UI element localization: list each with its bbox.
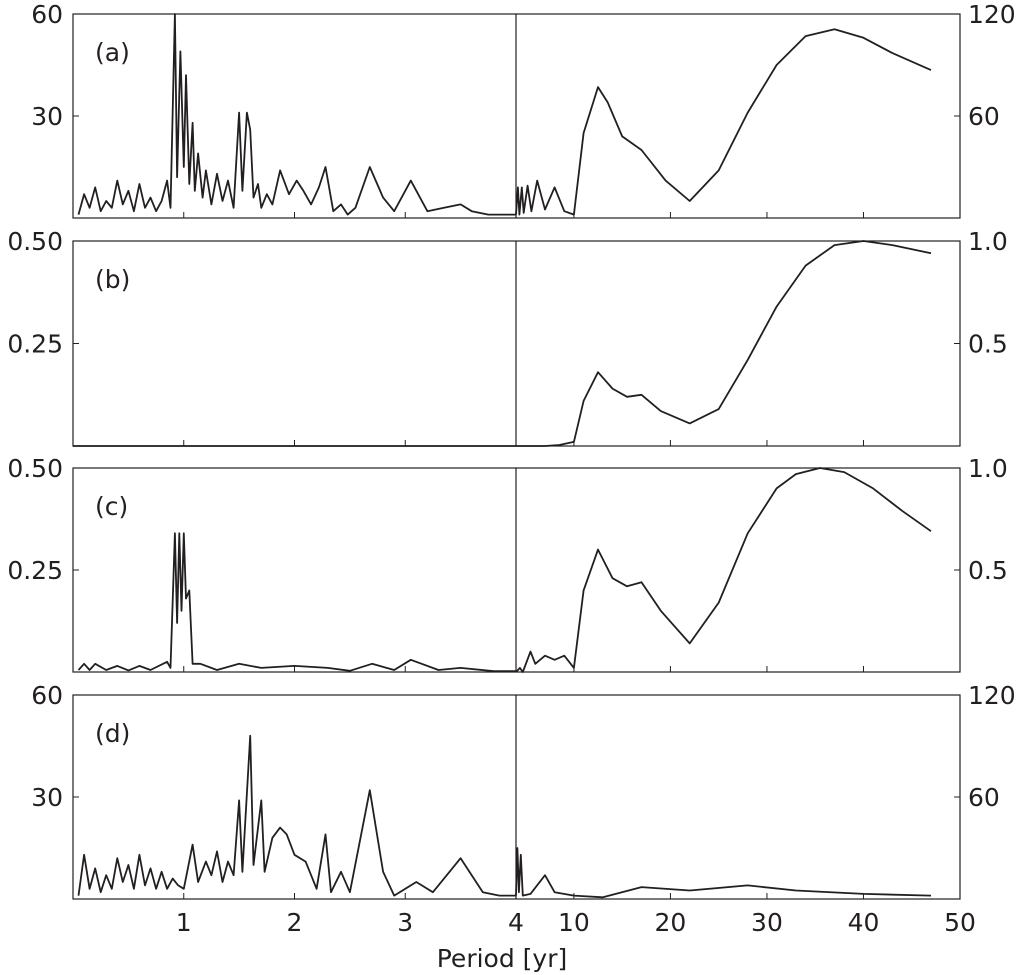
x-tick-label: 50 (944, 908, 976, 937)
panel-a: 30 60 60 120 (a) (31, 0, 1016, 219)
panel-label: (c) (95, 492, 128, 521)
panel-label: (d) (95, 719, 130, 748)
panel-label: (b) (95, 265, 130, 294)
series-line-long-period (515, 28, 932, 216)
x-tick-label: 20 (655, 908, 687, 937)
y-tick-label-left: 0.50 (7, 454, 63, 483)
panel-d: 30 60 60 120 (d) (31, 681, 1016, 900)
y-tick-label-right: 1.0 (968, 454, 1008, 483)
y-tick-label-right: 0.5 (968, 556, 1008, 585)
x-tick-label: 2 (287, 908, 303, 937)
x-tick-label: 30 (751, 908, 783, 937)
x-tick-label: 3 (397, 908, 413, 937)
y-tick-label-right: 60 (968, 783, 1000, 812)
series-line-long-period (515, 467, 932, 673)
series-line-long-period (515, 847, 932, 899)
y-tick-label-left: 30 (31, 102, 63, 131)
y-tick-label-left: 60 (31, 0, 63, 29)
y-tick-label-left: 0.25 (7, 330, 63, 359)
y-tick-label-left: 0.50 (7, 227, 63, 256)
series-line-short-period (77, 734, 516, 897)
x-axis-label: Period [yr] (437, 944, 567, 973)
y-tick-label-right: 120 (968, 681, 1016, 710)
y-tick-label-right: 0.5 (968, 330, 1008, 359)
y-tick-label-right: 120 (968, 0, 1016, 29)
y-tick-label-right: 1.0 (968, 227, 1008, 256)
series-line-long-period (516, 240, 932, 447)
y-tick-label-right: 60 (968, 102, 1000, 131)
panel-c: 0.25 0.50 0.5 1.0 (c) (7, 454, 1008, 673)
panel-label: (a) (95, 38, 130, 67)
x-tick-label: 10 (558, 908, 590, 937)
y-tick-label-left: 0.25 (7, 556, 63, 585)
panel-b: 0.25 0.50 0.5 1.0 (b) (7, 227, 1008, 447)
x-tick-label: 4 (508, 908, 524, 937)
x-tick-label: 1 (176, 908, 192, 937)
x-tick-label: 40 (848, 908, 880, 937)
y-tick-label-left: 30 (31, 783, 63, 812)
series-line-short-period (77, 13, 516, 216)
series-line-short-period (77, 532, 516, 673)
y-tick-label-left: 60 (31, 681, 63, 710)
